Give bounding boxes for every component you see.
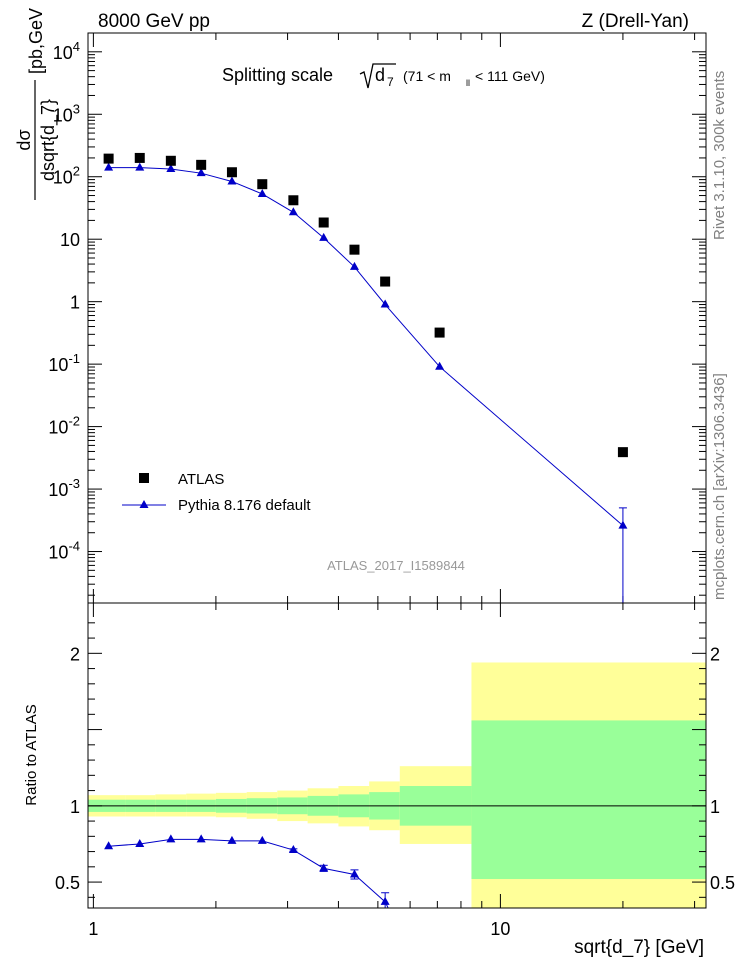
ratio-ylabel: Ratio to ATLAS [23,704,40,805]
ratio-point [135,838,145,847]
main-ytick-label: 1 [70,293,80,313]
ratio-frame [87,602,707,909]
atlas-point [165,155,176,166]
atlas-point [226,167,237,178]
ratio-uncertainty-bands [88,662,706,908]
ratio-ytick-label-right: 2 [710,644,720,664]
atlas-point [257,179,268,190]
mcplots-label: mcplots.cern.ch [arXiv:1306.3436] [711,373,728,600]
pythia-point [196,168,206,177]
xtick-label: 1 [88,919,98,939]
legend-pythia-marker [139,500,149,508]
ratio-point [257,835,267,844]
main-ytick-label: 10-1 [48,351,80,375]
pythia-point [257,188,267,197]
legend-pythia-label: Pythia 8.176 default [178,497,311,514]
main-ytick-label: 102 [53,164,80,188]
ratio-ytick-label: 0.5 [55,873,80,893]
pythia-point [104,162,114,171]
pythia-point [618,520,628,529]
atlas-point [318,217,329,228]
analysis-label: ATLAS_2017_I1589844 [327,558,465,573]
header-left: 8000 GeV pp [98,11,210,32]
ratio-band-green [471,720,706,880]
ratio-point [166,834,176,843]
ratio-ytick-label: 1 [70,797,80,817]
pythia-point [135,162,145,171]
ratio-ytick-label: 2 [70,644,80,664]
ratio-point [380,896,390,905]
atlas-point [103,153,114,164]
pythia-point [435,361,445,370]
title-range-end: < 111 GeV) [475,68,545,84]
main-ytick-label: 103 [53,101,80,125]
ylabel-denominator: dsqrt{d_7} [38,99,59,181]
ratio-point [349,869,359,878]
ratio-point [196,834,206,843]
xtick-label: 10 [490,919,510,939]
ratio-axis-ticks [88,603,706,908]
legend: ATLAS Pythia 8.176 default [122,471,311,514]
atlas-point [196,159,207,170]
chart-title: Splitting scale d 7 (71 < m ll < 111 GeV… [222,63,545,89]
pythia-line [108,167,624,526]
ratio-ytick-label-right: 0.5 [710,873,735,893]
atlas-point [380,276,391,287]
pythia-point [349,261,359,270]
atlas-point [134,152,145,163]
main-ytick-label: 10-4 [48,539,80,563]
main-series-lines [108,167,627,603]
main-axis-ticks [88,32,706,603]
main-series-points [103,152,628,529]
ratio-point [227,835,237,844]
atlas-point [617,447,628,458]
ylabel-numerator: dσ [14,129,34,150]
main-ytick-label: 10-2 [48,414,80,438]
pythia-point [227,176,237,185]
ratio-ytick-labels: 0.5 0.5 1 1 2 2 [55,644,735,893]
main-ytick-label: 104 [53,39,80,63]
title-range-sub: ll [466,78,470,88]
legend-atlas-label: ATLAS [178,471,224,488]
main-ytick-labels: 10-4 10-3 10-2 10-1 1 10 102 103 104 [48,39,80,563]
ratio-point [104,841,114,850]
ratio-series-line [108,838,390,909]
pythia-point [380,299,390,308]
title-sqrt-sign [359,63,396,89]
atlas-point [288,195,299,206]
title-sqrt-sub: 7 [387,75,394,89]
main-ytick-label: 10 [60,230,80,250]
pythia-point [166,164,176,172]
title-range: (71 < m [403,68,451,84]
legend-atlas-marker [139,473,149,483]
main-ytick-label: 10-3 [48,476,80,500]
atlas-point [434,327,445,338]
ratio-point [288,845,298,854]
ratio-panel: 0.5 0.5 1 1 2 2 1 10 [55,602,735,939]
header-right: Z (Drell-Yan) [582,11,689,32]
ratio-line [108,838,389,909]
main-panel: 10-4 10-3 10-2 10-1 1 10 102 103 104 [48,32,707,604]
rivet-label: Rivet 3.1.10, 300k events [711,71,728,240]
atlas-point [349,244,360,255]
main-ylabel: dσ dsqrt{d_7} [pb,GeV -1 ] [14,8,59,200]
pythia-point [288,207,298,216]
ratio-ytick-label-right: 1 [710,797,720,817]
ratio-series-points [104,834,390,905]
title-main: Splitting scale [222,65,333,85]
pythia-point [319,232,329,241]
ratio-xtick-labels: 1 10 [88,919,510,939]
ylabel-unit: [pb,GeV [26,8,46,74]
ratio-point [319,863,329,872]
title-sqrt-d: d [375,65,385,85]
xlabel: sqrt{d_7} [GeV] [574,937,704,958]
